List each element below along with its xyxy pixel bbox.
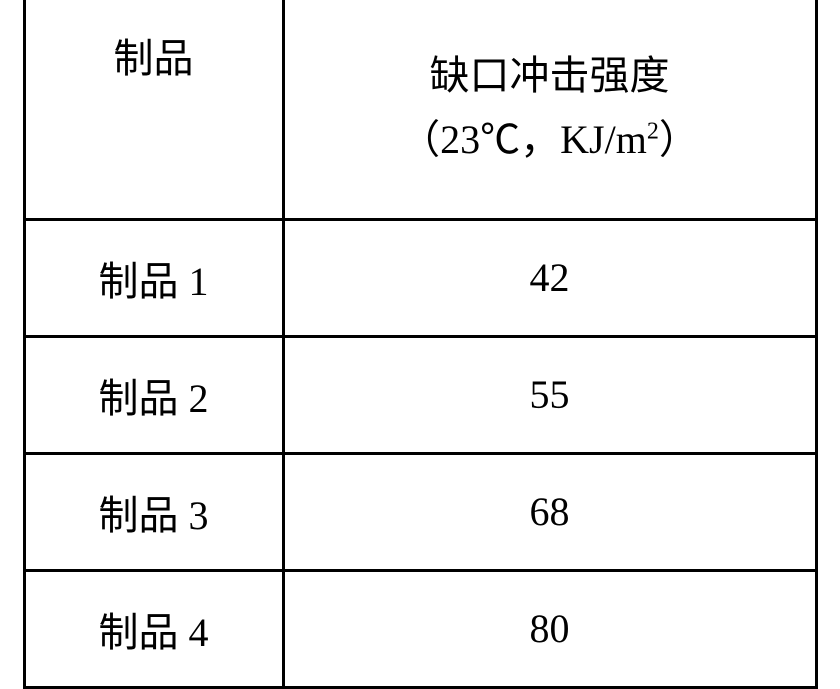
header-value-line2-pre: （23℃，KJ/m bbox=[400, 117, 647, 162]
cell-product: 制品 4 bbox=[24, 570, 283, 687]
table-row: 制品 1 42 bbox=[24, 219, 816, 336]
table-row: 制品 3 68 bbox=[24, 453, 816, 570]
cell-value: 55 bbox=[283, 336, 816, 453]
header-value: 缺口冲击强度 （23℃，KJ/m2） bbox=[283, 0, 816, 219]
cell-product: 制品 2 bbox=[24, 336, 283, 453]
header-value-line1: 缺口冲击强度 bbox=[430, 53, 670, 98]
impact-strength-table: 制品 缺口冲击强度 （23℃，KJ/m2） 制品 1 42 制品 2 55 制品… bbox=[23, 0, 818, 689]
header-value-line2-post: ） bbox=[659, 117, 699, 162]
header-product-label: 制品 bbox=[114, 36, 194, 81]
cell-value: 68 bbox=[283, 453, 816, 570]
header-product: 制品 bbox=[24, 0, 283, 219]
header-value-sup: 2 bbox=[647, 119, 659, 145]
table-row: 制品 2 55 bbox=[24, 336, 816, 453]
table-header-row: 制品 缺口冲击强度 （23℃，KJ/m2） bbox=[24, 0, 816, 219]
table-row: 制品 4 80 bbox=[24, 570, 816, 687]
cell-value: 80 bbox=[283, 570, 816, 687]
cell-product: 制品 1 bbox=[24, 219, 283, 336]
cell-product: 制品 3 bbox=[24, 453, 283, 570]
cell-value: 42 bbox=[283, 219, 816, 336]
